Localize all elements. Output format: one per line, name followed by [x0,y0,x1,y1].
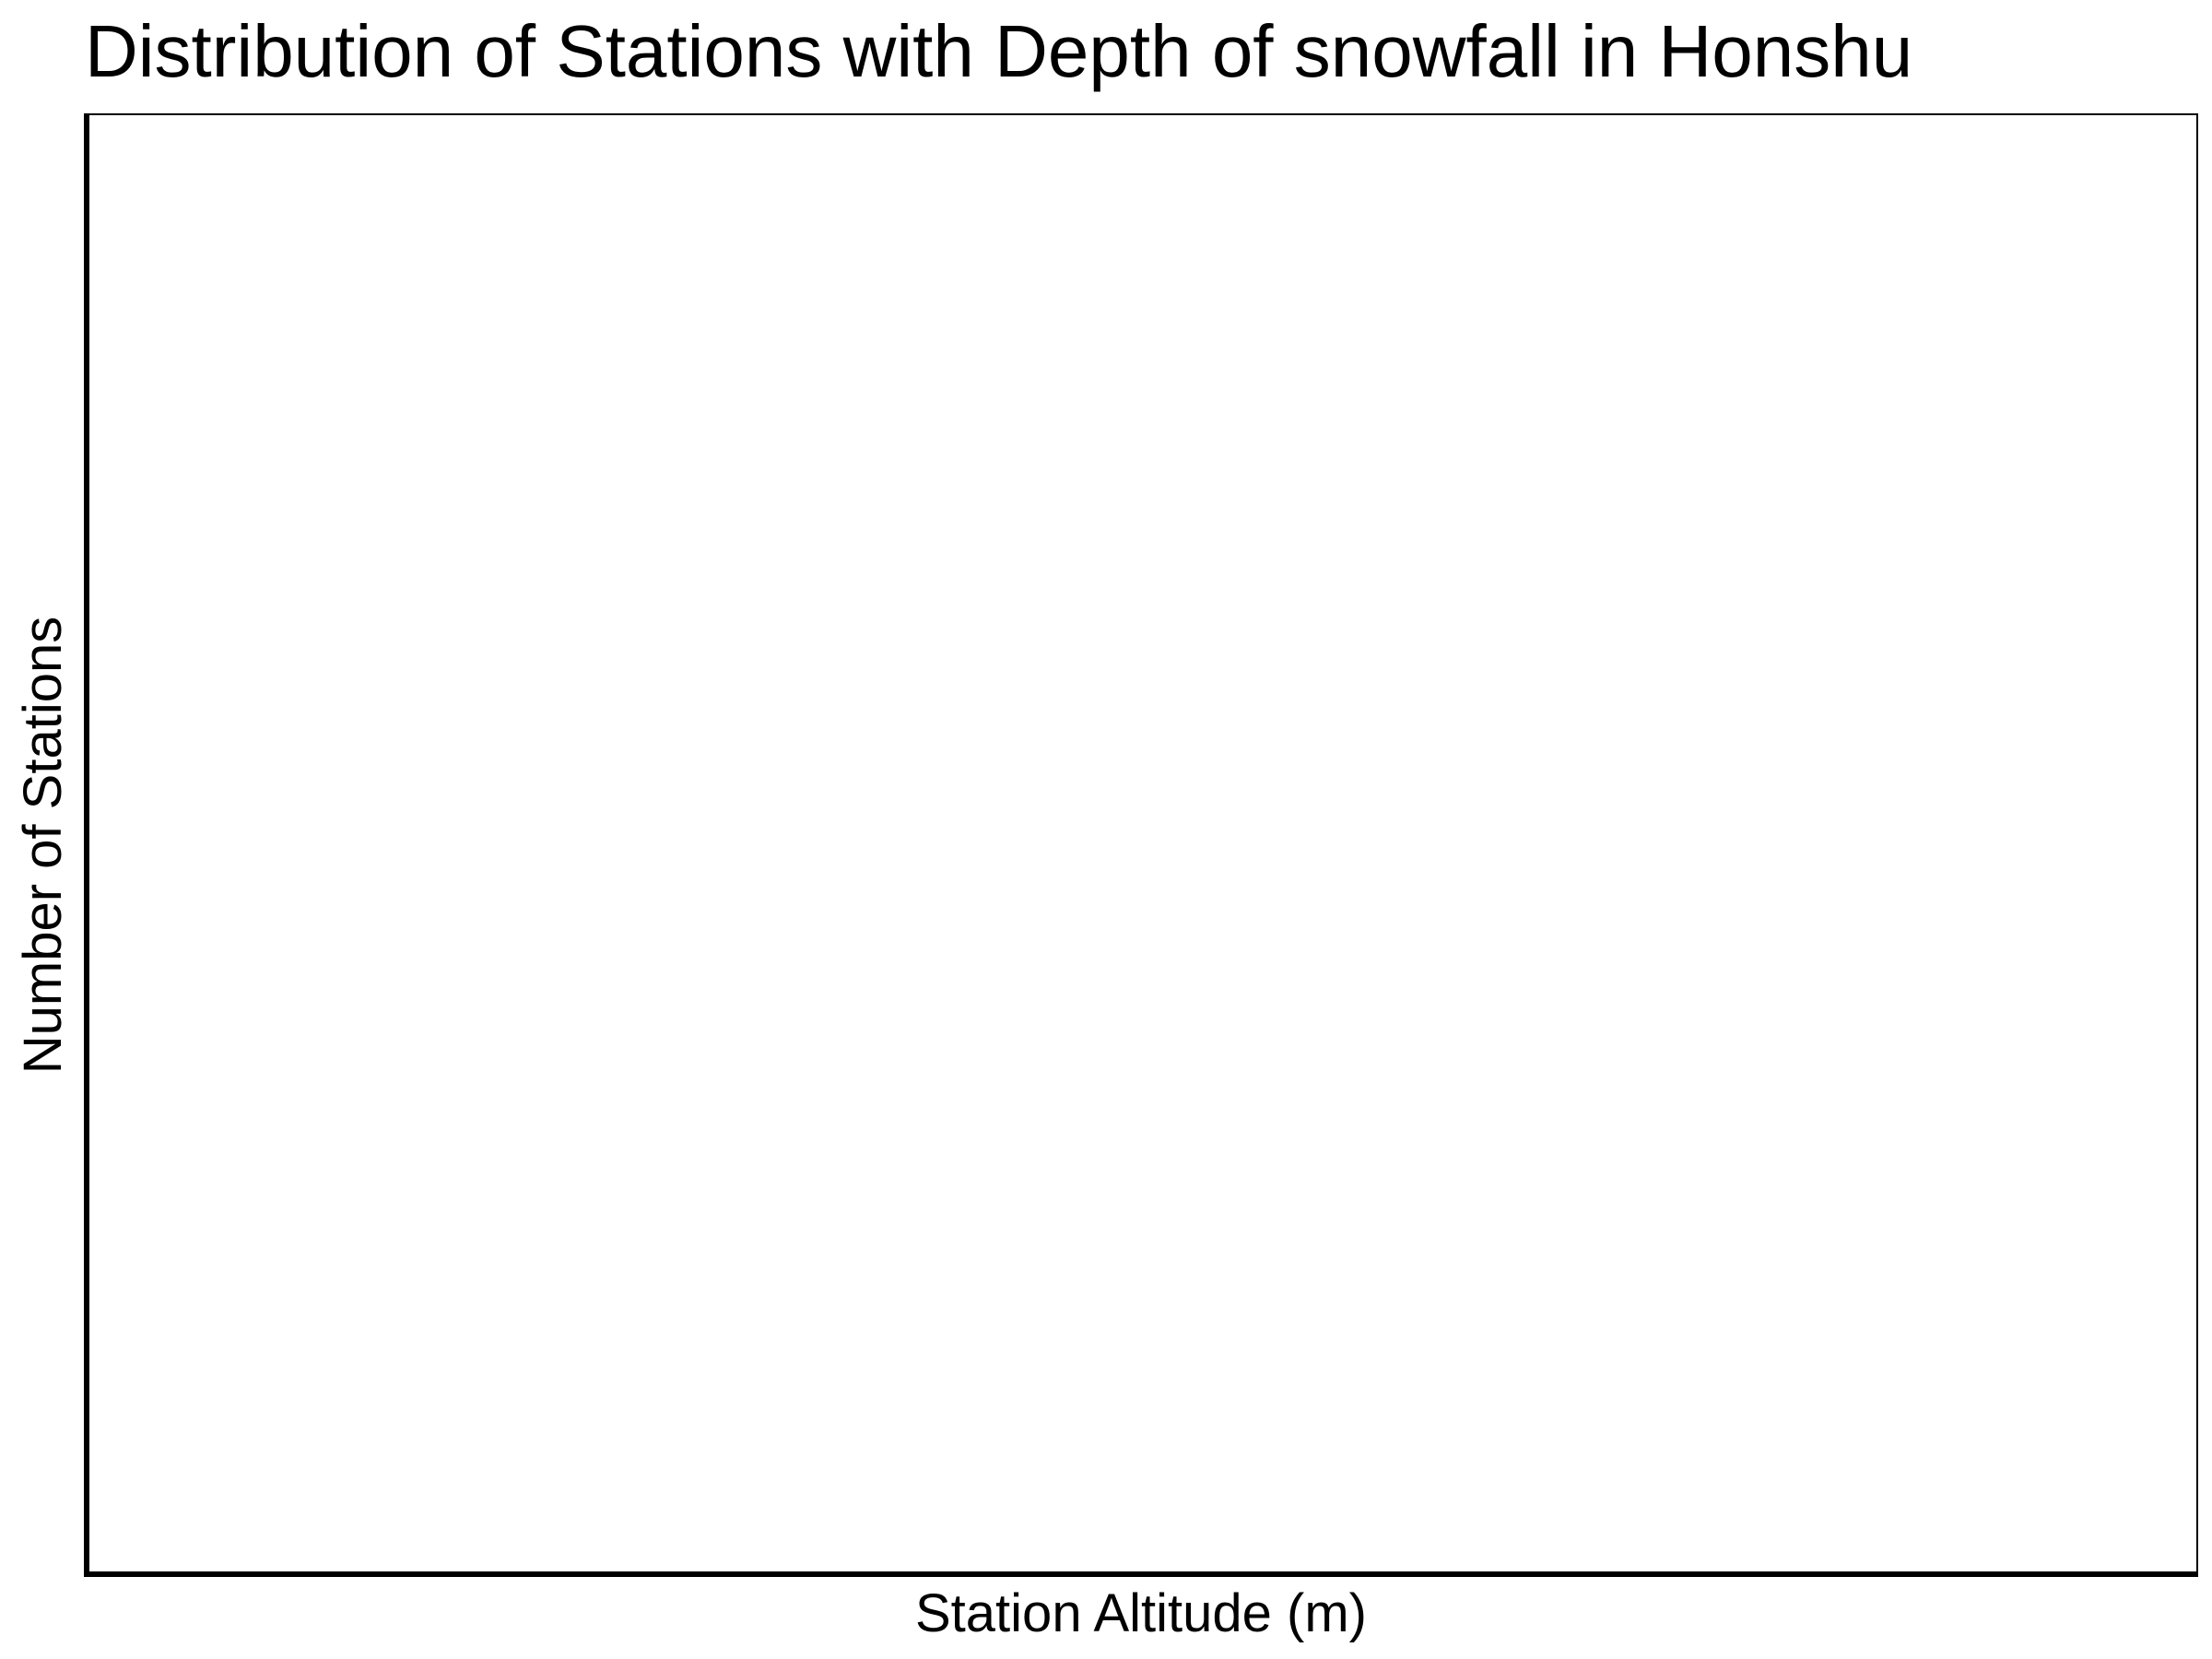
y-axis-label: Number of Stations [13,616,73,1075]
x-axis-label: Station Altitude (m) [915,1583,1367,1643]
plot-area [84,113,2198,1577]
plot-canvas [89,115,2196,1571]
chart-title: Distribution of Stations with Depth of s… [85,10,1913,92]
